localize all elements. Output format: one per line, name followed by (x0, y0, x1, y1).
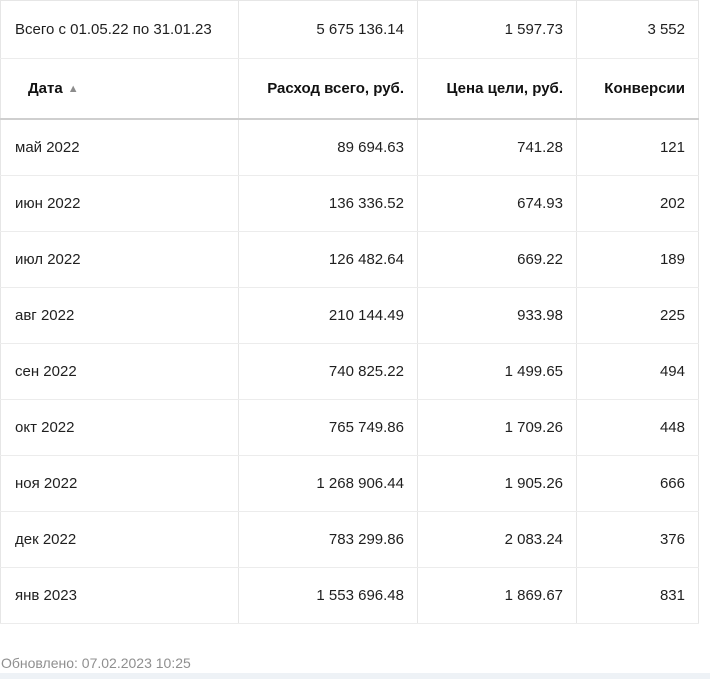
row-date: ноя 2022 (0, 455, 239, 512)
table-row: янв 2023 1 553 696.48 1 869.67 831 (0, 567, 699, 624)
bottom-panel-edge (0, 673, 710, 679)
row-spend: 765 749.86 (238, 399, 418, 456)
table-row: ноя 2022 1 268 906.44 1 905.26 666 (0, 455, 699, 512)
row-goal-price: 1 709.26 (417, 399, 577, 456)
table-body: май 2022 89 694.63 741.28 121 июн 2022 136 33… (0, 118, 699, 624)
column-header-conversions[interactable]: Конверсии (576, 58, 699, 120)
table-row: дек 2022 783 299.86 2 083.24 376 (0, 511, 699, 568)
totals-spend: 5 675 136.14 (238, 0, 418, 59)
column-header-spend[interactable]: Расход всего, руб. (238, 58, 418, 120)
table-row: июн 2022 136 336.52 674.93 202 (0, 175, 699, 232)
row-goal-price: 741.28 (417, 118, 577, 176)
row-goal-price: 1 869.67 (417, 567, 577, 624)
column-header-goal-price[interactable]: Цена цели, руб. (417, 58, 577, 120)
row-spend: 1 553 696.48 (238, 567, 418, 624)
row-date: сен 2022 (0, 343, 239, 400)
totals-row: Всего с 01.05.22 по 31.01.23 5 675 136.1… (0, 0, 699, 59)
header-row: Дата ▲ Расход всего, руб. Цена цели, руб.… (0, 58, 699, 120)
updated-timestamp: Обновлено: 07.02.2023 10:25 (1, 655, 191, 671)
row-goal-price: 1 905.26 (417, 455, 577, 512)
row-conversions: 121 (576, 118, 699, 176)
table-row: сен 2022 740 825.22 1 499.65 494 (0, 343, 699, 400)
statistics-table: Всего с 01.05.22 по 31.01.23 5 675 136.1… (0, 0, 699, 624)
totals-goal-price: 1 597.73 (417, 0, 577, 59)
row-date: окт 2022 (0, 399, 239, 456)
row-date: авг 2022 (0, 287, 239, 344)
column-header-date[interactable]: Дата ▲ (0, 58, 239, 120)
row-goal-price: 669.22 (417, 231, 577, 288)
row-goal-price: 674.93 (417, 175, 577, 232)
row-conversions: 448 (576, 399, 699, 456)
row-goal-price: 1 499.65 (417, 343, 577, 400)
row-conversions: 831 (576, 567, 699, 624)
row-spend: 783 299.86 (238, 511, 418, 568)
row-date: июн 2022 (0, 175, 239, 232)
table-row: окт 2022 765 749.86 1 709.26 448 (0, 399, 699, 456)
row-spend: 210 144.49 (238, 287, 418, 344)
row-spend: 136 336.52 (238, 175, 418, 232)
row-conversions: 494 (576, 343, 699, 400)
row-spend: 1 268 906.44 (238, 455, 418, 512)
row-date: май 2022 (0, 118, 239, 176)
row-date: янв 2023 (0, 567, 239, 624)
row-conversions: 666 (576, 455, 699, 512)
row-goal-price: 933.98 (417, 287, 577, 344)
row-spend: 126 482.64 (238, 231, 418, 288)
table-row: авг 2022 210 144.49 933.98 225 (0, 287, 699, 344)
column-header-date-label: Дата (28, 79, 63, 97)
row-spend: 89 694.63 (238, 118, 418, 176)
row-spend: 740 825.22 (238, 343, 418, 400)
row-conversions: 376 (576, 511, 699, 568)
row-conversions: 189 (576, 231, 699, 288)
totals-conversions: 3 552 (576, 0, 699, 59)
table-row: июл 2022 126 482.64 669.22 189 (0, 231, 699, 288)
row-goal-price: 2 083.24 (417, 511, 577, 568)
row-date: дек 2022 (0, 511, 239, 568)
totals-label: Всего с 01.05.22 по 31.01.23 (0, 0, 239, 59)
table-row: май 2022 89 694.63 741.28 121 (0, 118, 699, 176)
sort-ascending-icon: ▲ (67, 82, 79, 95)
row-date: июл 2022 (0, 231, 239, 288)
row-conversions: 202 (576, 175, 699, 232)
row-conversions: 225 (576, 287, 699, 344)
